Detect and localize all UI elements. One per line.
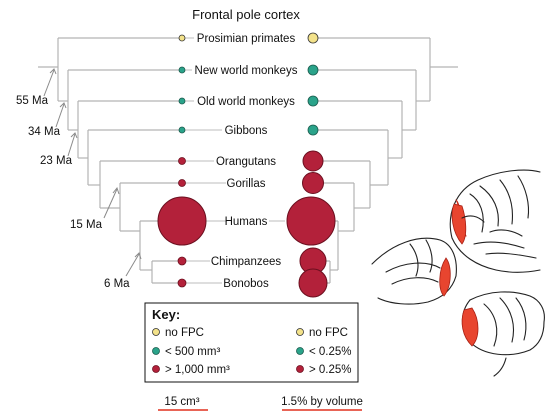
circle-humans-volume — [157, 196, 207, 246]
label-gorillas: Gorillas — [227, 178, 266, 190]
label-bonobos: Bonobos — [223, 278, 269, 290]
circle-chimpanzees-volume — [177, 256, 187, 266]
key-left-label-0: no FPC — [165, 327, 204, 339]
circle-orangutans-volume — [178, 157, 186, 165]
key-swatch-teal-right — [296, 347, 304, 355]
right-phylogenetic-tree — [313, 37, 458, 284]
circle-gorillas-volume — [178, 179, 186, 187]
time-15ma: 15 Ma — [70, 219, 103, 231]
label-old-world: Old world monkeys — [197, 96, 295, 108]
left-phylogenetic-tree — [38, 37, 180, 284]
circle-gibbons-percent — [307, 124, 319, 136]
scale-left-label: 15 cm³ — [164, 396, 199, 408]
figure-title: Frontal pole cortex — [192, 7, 300, 22]
time-34ma: 34 Ma — [28, 126, 61, 138]
label-gibbons: Gibbons — [225, 125, 268, 137]
key-right-label-1: < 0.25% — [309, 346, 352, 358]
circle-bonobos-volume — [177, 278, 187, 288]
label-humans: Humans — [225, 216, 268, 228]
legend-key: Key: no FPC < 500 mm³ > 1,000 mm³ no FPC… — [144, 302, 359, 383]
label-prosimian: Prosimian primates — [197, 33, 296, 45]
key-swatch-red-right — [296, 365, 304, 373]
species-labels: Prosimian primates New world monkeys Old… — [195, 33, 298, 290]
key-right-label-2: > 0.25% — [309, 364, 352, 376]
divergence-times: 55 Ma 34 Ma 23 Ma 15 Ma 6 Ma — [16, 68, 142, 290]
circle-prosimian-volume — [178, 34, 186, 42]
circle-old-world-volume — [178, 97, 186, 105]
scale-bars: 15 cm³ 1.5% by volume — [158, 396, 363, 411]
circle-old-world-percent — [307, 95, 319, 107]
circle-gorillas-percent — [302, 172, 324, 194]
key-swatch-no-fpc-left — [152, 328, 160, 336]
time-23ma: 23 Ma — [40, 155, 73, 167]
key-right-label-0: no FPC — [309, 327, 348, 339]
label-new-world: New world monkeys — [195, 65, 298, 77]
left-volume-circles — [157, 34, 207, 288]
label-connectors — [185, 37, 285, 284]
circle-bonobos-percent — [298, 268, 328, 298]
brain-illustration — [371, 169, 545, 377]
key-swatch-teal-left — [152, 347, 160, 355]
key-left-label-1: < 500 mm³ — [165, 346, 220, 358]
key-swatch-no-fpc-right — [296, 328, 304, 336]
key-left-label-2: > 1,000 mm³ — [165, 364, 230, 376]
label-chimpanzees: Chimpanzees — [211, 256, 282, 268]
circle-new-world-percent — [307, 64, 319, 76]
time-6ma: 6 Ma — [104, 278, 130, 290]
circle-prosimian-percent — [307, 32, 319, 44]
circle-gibbons-volume — [178, 126, 186, 134]
scale-right-label: 1.5% by volume — [281, 396, 363, 408]
right-percentage-circles — [286, 32, 336, 298]
label-orangutans: Orangutans — [216, 156, 276, 168]
time-55ma: 55 Ma — [16, 95, 49, 107]
circle-humans-percent — [286, 196, 336, 246]
circle-orangutans-percent — [302, 150, 324, 172]
key-title: Key: — [152, 307, 180, 322]
key-swatch-red-left — [152, 365, 160, 373]
circle-new-world-volume — [178, 66, 186, 74]
